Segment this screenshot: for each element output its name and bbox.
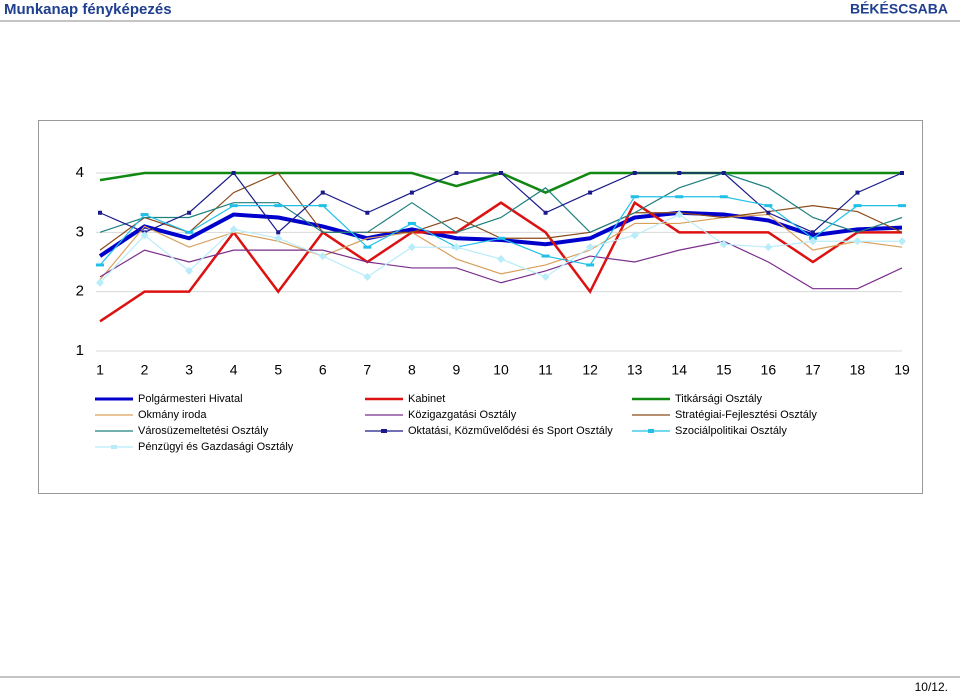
- marker: [541, 254, 550, 258]
- marker: [630, 231, 639, 240]
- marker: [407, 221, 416, 225]
- marker: [808, 237, 817, 246]
- marker: [499, 171, 503, 175]
- x-tick-label: 9: [453, 362, 461, 378]
- legend-marker: [648, 429, 654, 433]
- marker: [363, 245, 372, 249]
- series-line: [99, 240, 903, 290]
- marker: [586, 243, 595, 252]
- legend-label: Városüzemeltetési Osztály: [138, 425, 269, 437]
- marker: [185, 266, 194, 275]
- marker: [187, 210, 192, 215]
- marker: [630, 195, 639, 199]
- page-number: 10/12.: [915, 680, 948, 694]
- x-tick-label: 16: [761, 362, 777, 378]
- header-location: BÉKÉSCSABA: [850, 1, 948, 17]
- x-tick-label: 13: [627, 362, 643, 378]
- legend-label: Pénzügyi és Gazdasági Osztály: [138, 441, 294, 453]
- series-line: [99, 172, 903, 234]
- marker: [497, 255, 505, 264]
- legend-label: Oktatási, Közművelődési és Sport Osztály: [408, 425, 613, 437]
- legend-marker: [111, 445, 117, 449]
- x-tick-label: 8: [408, 362, 416, 378]
- legend-label: Polgármesteri Hivatal: [138, 393, 243, 405]
- marker: [96, 278, 104, 287]
- marker: [231, 171, 236, 175]
- marker: [719, 240, 728, 249]
- marker: [853, 237, 862, 246]
- x-tick-label: 15: [716, 362, 732, 378]
- marker: [632, 171, 637, 175]
- legend-label: Kabinet: [408, 393, 445, 405]
- legend-label: Szociálpolitikai Osztály: [675, 425, 787, 437]
- chart-frame: [38, 120, 923, 494]
- marker: [320, 190, 325, 195]
- marker: [898, 237, 906, 246]
- x-tick-label: 12: [582, 362, 598, 378]
- x-tick-label: 11: [538, 362, 553, 378]
- x-tick-label: 5: [274, 362, 282, 378]
- marker: [229, 225, 238, 234]
- marker: [185, 230, 194, 234]
- marker: [98, 210, 102, 215]
- marker: [810, 230, 815, 235]
- marker: [900, 171, 904, 175]
- marker: [454, 171, 459, 175]
- legend-label: Okmány iroda: [138, 409, 207, 421]
- legend-label: Közigazgatási Osztály: [408, 409, 517, 421]
- marker: [677, 171, 682, 175]
- x-tick-label: 10: [493, 362, 509, 378]
- legend-label: Titkársági Osztály: [675, 393, 763, 405]
- marker: [721, 171, 726, 175]
- marker: [898, 204, 906, 208]
- x-tick-label: 2: [141, 362, 149, 378]
- x-tick-label: 7: [363, 362, 371, 378]
- marker: [588, 190, 593, 195]
- x-tick-label: 17: [805, 362, 821, 378]
- marker: [140, 231, 149, 240]
- marker: [409, 190, 414, 195]
- marker: [764, 204, 773, 208]
- marker: [96, 263, 104, 267]
- x-tick-label: 18: [850, 362, 866, 378]
- header-title: Munkanap fényképezés: [4, 1, 172, 18]
- series-line: [99, 171, 902, 194]
- marker: [363, 272, 372, 281]
- marker: [855, 190, 860, 195]
- marker: [497, 236, 505, 240]
- x-tick-label: 14: [671, 362, 687, 378]
- marker: [541, 272, 550, 281]
- marker: [586, 263, 595, 267]
- marker: [229, 204, 238, 208]
- y-tick-label: 2: [76, 283, 84, 300]
- marker: [452, 243, 461, 252]
- x-tick-label: 3: [185, 362, 193, 378]
- marker: [274, 234, 283, 243]
- x-tick-label: 4: [230, 362, 238, 378]
- marker: [766, 210, 771, 215]
- x-tick-label: 1: [96, 362, 104, 378]
- y-tick-label: 1: [76, 342, 84, 359]
- y-tick-label: 3: [76, 223, 84, 240]
- marker: [140, 213, 149, 217]
- marker: [276, 230, 281, 235]
- x-tick-label: 6: [319, 362, 327, 378]
- series-line: [98, 210, 903, 258]
- marker: [675, 195, 684, 199]
- marker: [274, 204, 283, 208]
- legend-marker: [381, 429, 387, 433]
- marker: [407, 243, 416, 252]
- marker: [543, 210, 548, 215]
- marker: [318, 252, 327, 261]
- marker: [365, 210, 370, 215]
- legend-label: Stratégiai-Fejlesztési Osztály: [675, 409, 817, 421]
- marker: [675, 210, 684, 219]
- y-tick-label: 4: [76, 164, 84, 181]
- marker: [318, 204, 327, 208]
- marker: [719, 195, 728, 199]
- x-tick-label: 19: [894, 362, 910, 378]
- marker: [853, 204, 862, 208]
- marker: [764, 243, 773, 252]
